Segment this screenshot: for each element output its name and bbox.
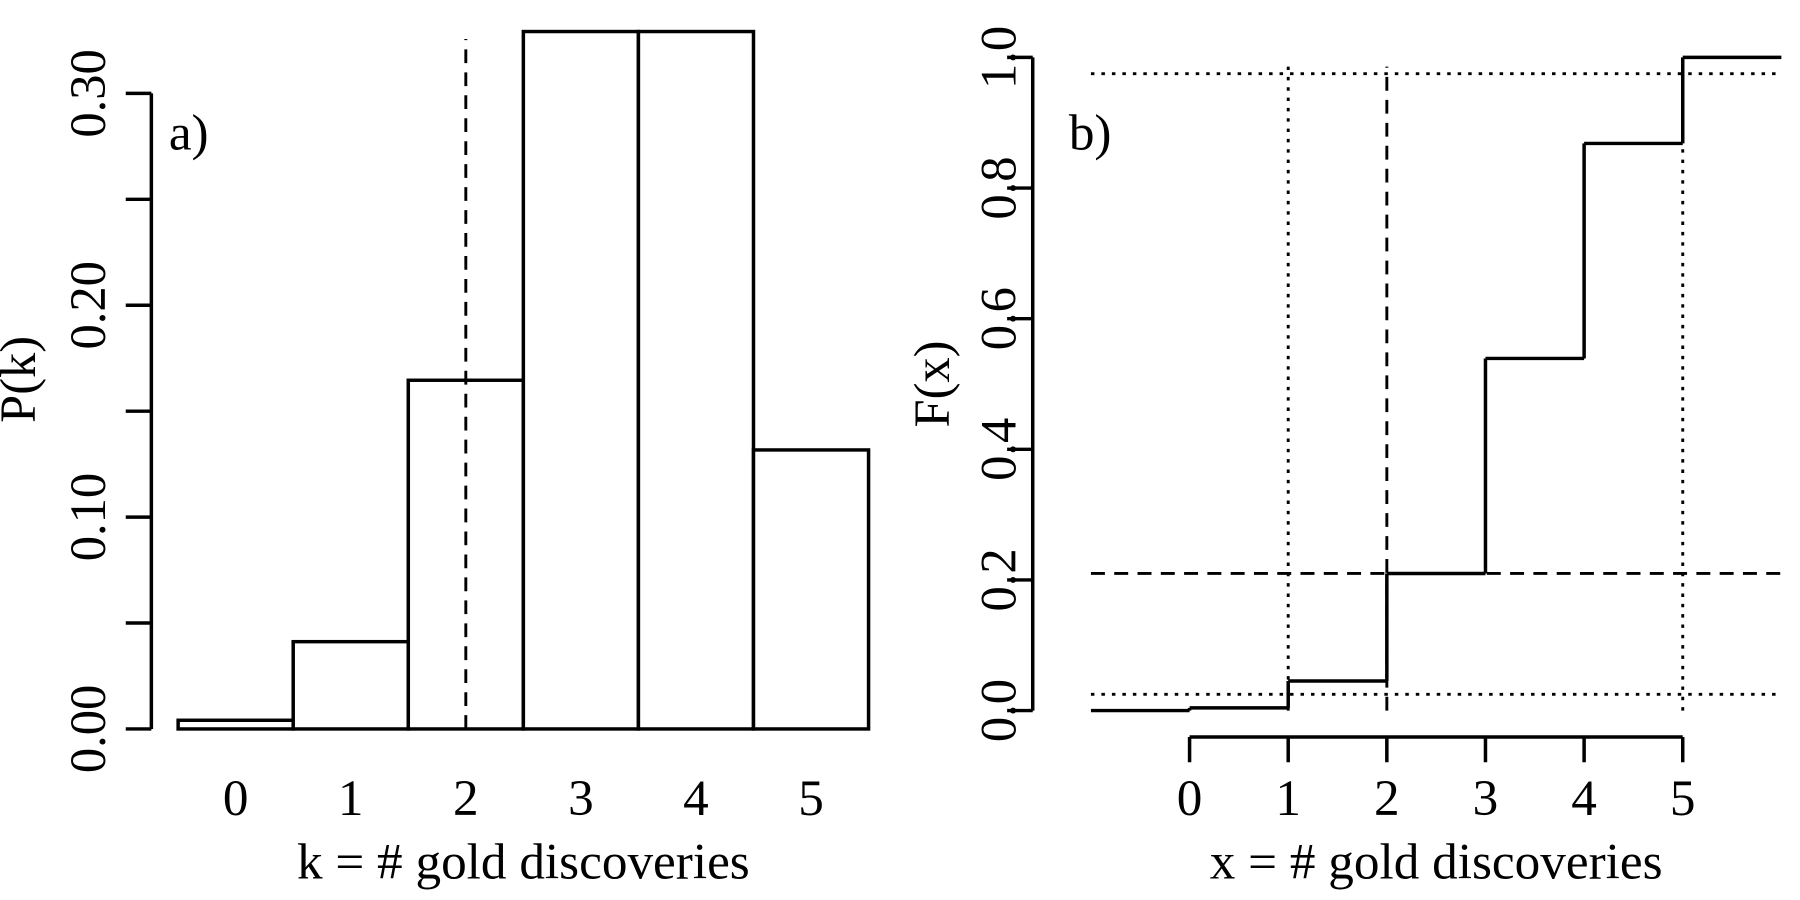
x-tick-label: 5 — [1670, 771, 1696, 827]
panel-label: a) — [169, 106, 209, 162]
x-tick-label: 5 — [798, 771, 824, 827]
x-tick-label: 3 — [568, 771, 594, 827]
bar — [751, 448, 871, 731]
x-tick-label: 3 — [1473, 771, 1499, 827]
bar — [291, 639, 411, 731]
bar — [636, 29, 756, 731]
y-tick-label: 0.30 — [61, 49, 117, 137]
x-tick-label: 0 — [223, 771, 249, 827]
y-axis-label: P(k) — [0, 336, 47, 423]
x-tick-label: 0 — [1177, 771, 1203, 827]
bar — [521, 29, 641, 731]
y-tick-label: 0.6 — [971, 287, 1027, 350]
x-tick-label: 1 — [338, 771, 364, 827]
y-tick-label: 0.4 — [971, 418, 1027, 481]
x-tick-label: 2 — [1374, 771, 1400, 827]
x-tick-label: 4 — [1571, 771, 1597, 827]
y-tick-label: 0.00 — [61, 685, 117, 773]
y-axis-label: F(x) — [905, 341, 961, 428]
x-tick-label: 1 — [1275, 771, 1301, 827]
panel-label: b) — [1069, 106, 1112, 162]
x-axis-label: x = # gold discoveries — [1210, 835, 1663, 891]
y-tick-label: 0.20 — [61, 261, 117, 349]
x-tick-label: 4 — [683, 771, 709, 827]
x-axis-label: k = # gold discoveries — [297, 835, 750, 891]
y-tick-label: 1.0 — [971, 26, 1027, 89]
y-tick-label: 0.0 — [971, 679, 1027, 742]
x-tick-label: 2 — [453, 771, 479, 827]
y-tick-label: 0.10 — [61, 473, 117, 561]
y-tick-label: 0.2 — [971, 548, 1027, 611]
y-tick-label: 0.8 — [971, 156, 1027, 219]
bar — [176, 718, 295, 731]
